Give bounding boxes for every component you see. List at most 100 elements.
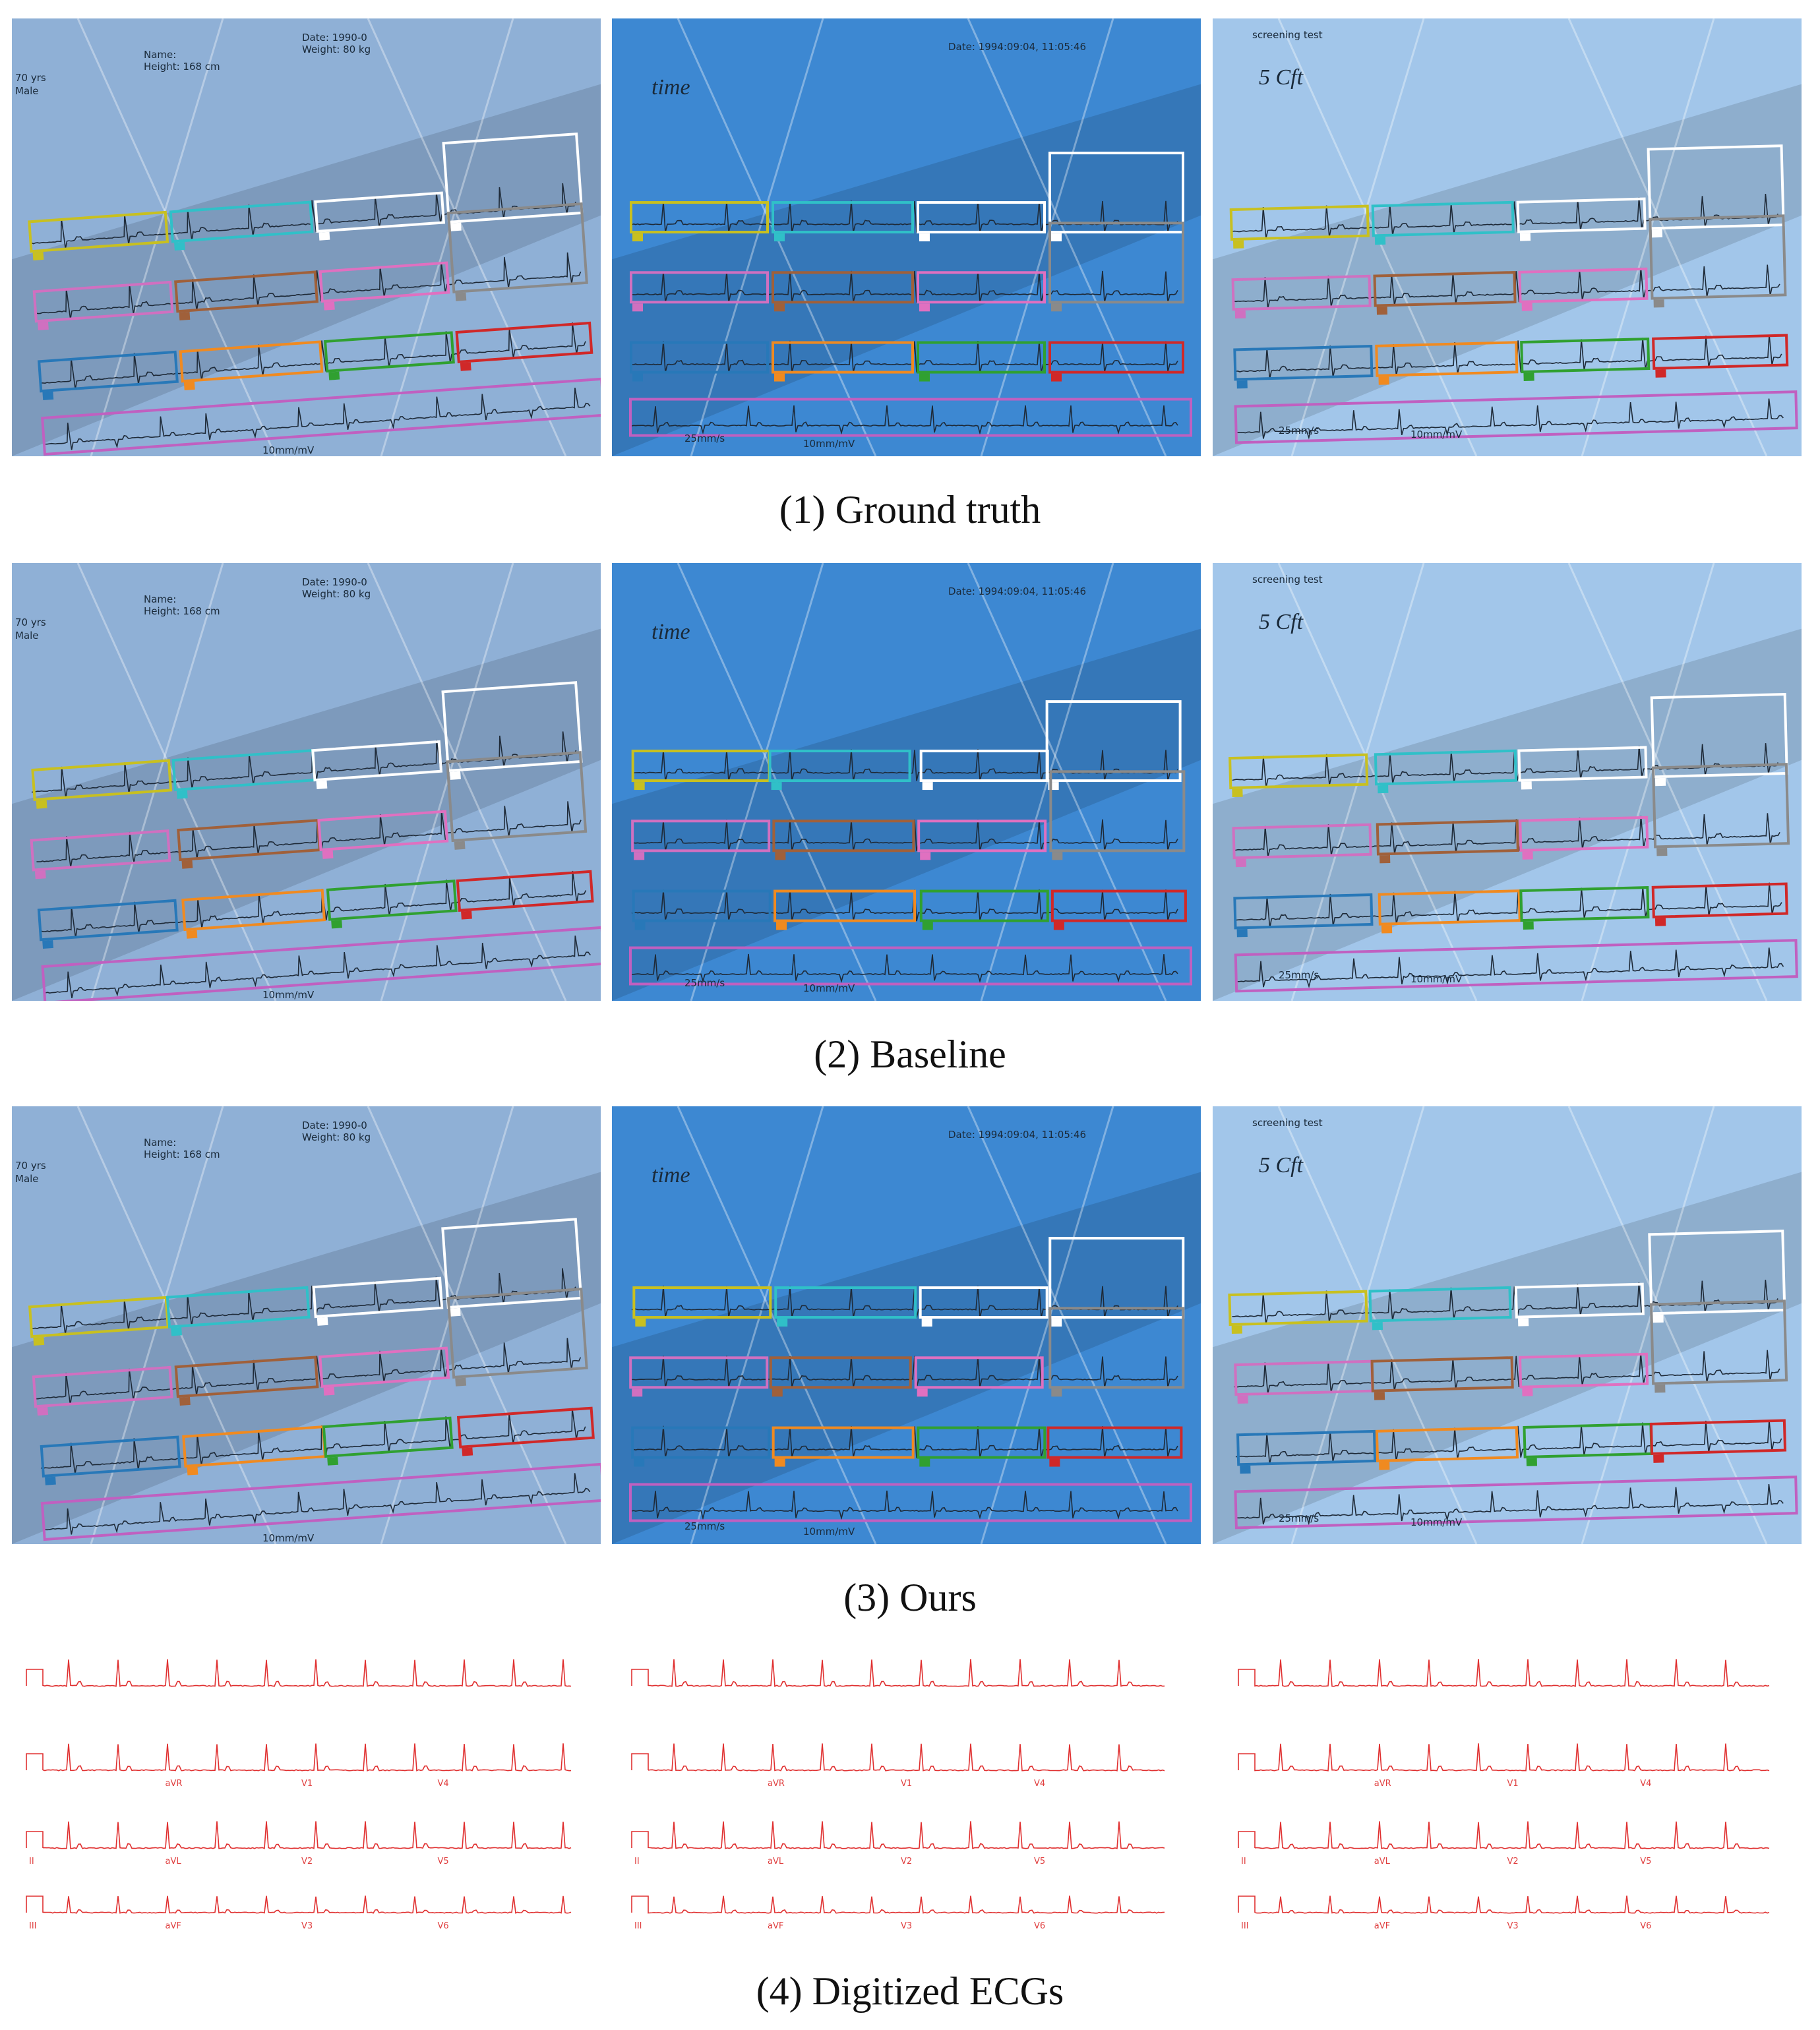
glare-line (1581, 1106, 1715, 1544)
ecg-trace (631, 1425, 1178, 1458)
lead-tag (1049, 1458, 1060, 1467)
lead-box (1048, 341, 1184, 374)
lead-box (1229, 204, 1370, 241)
lead-box (169, 200, 314, 243)
lead-tag (318, 231, 330, 241)
lead-box (917, 271, 1046, 304)
lead-box (629, 1483, 1192, 1522)
lead-tag (1381, 925, 1393, 934)
lead-tag (455, 292, 467, 301)
lead-tag (1237, 1395, 1248, 1404)
lead-tag (1236, 928, 1248, 938)
lead-tag (1521, 303, 1532, 311)
digitized-trace (1238, 1743, 1770, 1772)
glare-line (1290, 1106, 1425, 1544)
lead-box (1649, 214, 1787, 300)
lead-tag (1651, 229, 1663, 238)
lead-tag (774, 373, 785, 382)
ecg-trace (631, 340, 1178, 373)
photo-background (12, 18, 601, 456)
lead-tag (38, 321, 49, 331)
digitized-trace (1238, 1896, 1770, 1914)
photo-text: Date: 1990-0 (302, 576, 367, 588)
lead-tag (34, 870, 46, 880)
lead-box (1519, 816, 1649, 852)
lead-box (1647, 144, 1785, 230)
shadow (12, 628, 601, 1001)
ecg-sheet (629, 1237, 1192, 1522)
ecg-trace (40, 1408, 586, 1474)
photo-text: Name: (144, 1137, 176, 1149)
lead-label: V1 (1507, 1779, 1519, 1789)
glare-line (1581, 18, 1715, 456)
lead-box (314, 191, 446, 233)
lead-label: aVF (1374, 1921, 1390, 1931)
lead-box (322, 1416, 454, 1458)
lead-tag (323, 1387, 335, 1396)
lead-box (630, 341, 769, 374)
lead-label: V2 (1507, 1857, 1519, 1866)
digitized-trace (26, 1821, 572, 1849)
lead-box (41, 926, 601, 1001)
lead-tag (919, 373, 930, 382)
photo-text: 5 Cft (1259, 1153, 1304, 1178)
lead-tag (45, 1476, 56, 1485)
photo-text: Height: 168 cm (144, 605, 220, 617)
photo-text: 70 yrs (15, 1160, 46, 1172)
caption: (3) Ours (843, 1576, 977, 1619)
lead-tag (1654, 918, 1666, 926)
lead-box (179, 340, 324, 383)
lead-label: II (1241, 1857, 1246, 1866)
photo-text: 10mm/mV (262, 989, 315, 1001)
glare-line (1277, 563, 1478, 1001)
lead-label: V4 (1640, 1779, 1651, 1789)
lead-tag (1236, 380, 1248, 389)
photo-text: 10mm/mV (803, 1526, 855, 1537)
lead-box (442, 132, 584, 224)
glare-line (967, 18, 1167, 456)
lead-box (1651, 882, 1788, 918)
lead-tag (36, 800, 47, 809)
lead-box (631, 820, 771, 852)
lead-box (629, 1356, 769, 1389)
lead-tag (1052, 852, 1063, 860)
glare-line (980, 18, 1114, 456)
lead-tag (322, 850, 334, 859)
ecg-trace (631, 889, 1178, 922)
glare-line (1567, 1106, 1768, 1544)
lead-label: III (634, 1921, 642, 1931)
ecg-trace (631, 270, 1178, 303)
photo-text: 10mm/mV (1410, 973, 1463, 985)
photo-text: Date: 1994:09:04, 11:05:46 (948, 1129, 1086, 1141)
lead-label: V3 (301, 1921, 313, 1931)
lead-box (446, 202, 588, 294)
lead-tag (919, 1458, 930, 1467)
photo-text: time (652, 75, 690, 100)
photo-text: 5 Cft (1259, 610, 1304, 634)
lead-box (174, 1356, 319, 1398)
lead-label: aVF (768, 1921, 783, 1931)
lead-tag (1519, 233, 1531, 241)
lead-tag (632, 233, 643, 242)
lead-tag (323, 301, 335, 311)
lead-tag (1051, 1388, 1062, 1397)
lead-box (917, 341, 1046, 374)
ecg-trace (1236, 334, 1782, 379)
lead-tag (42, 391, 54, 401)
lead-label: III (1241, 1921, 1249, 1931)
ecg-sheet (28, 132, 601, 456)
lead-tag (176, 790, 188, 799)
lead-tag (1653, 299, 1664, 308)
lead-box (1375, 341, 1519, 377)
lead-box (1050, 889, 1187, 922)
lead-label: V2 (901, 1857, 912, 1866)
lead-box (1233, 893, 1374, 930)
lead-box (1232, 823, 1372, 860)
lead-tag (449, 1307, 461, 1317)
lead-tag (1231, 1325, 1242, 1334)
lead-box (1048, 1237, 1185, 1319)
lead-box (40, 1462, 601, 1541)
lead-tag (327, 1456, 338, 1466)
lead-tag (174, 241, 185, 251)
